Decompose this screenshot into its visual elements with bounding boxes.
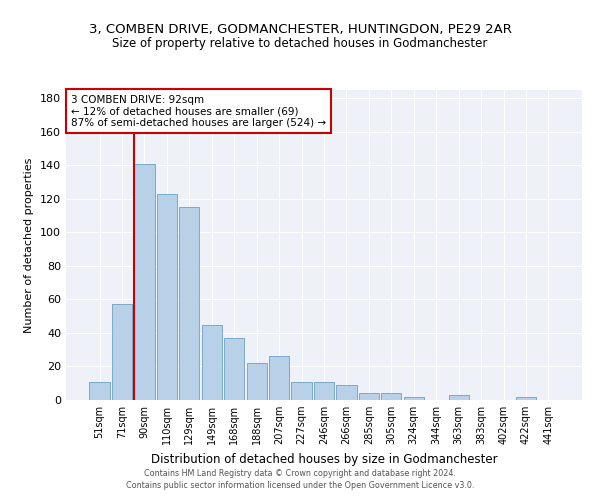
Bar: [314, 382, 334, 400]
Bar: [381, 394, 401, 400]
Bar: [224, 338, 244, 400]
Text: Contains HM Land Registry data © Crown copyright and database right 2024.
Contai: Contains HM Land Registry data © Crown c…: [126, 468, 474, 490]
Bar: [269, 356, 289, 400]
Bar: [516, 396, 536, 400]
Bar: [179, 208, 199, 400]
Bar: [449, 395, 469, 400]
Bar: [247, 363, 267, 400]
Bar: [157, 194, 177, 400]
X-axis label: Distribution of detached houses by size in Godmanchester: Distribution of detached houses by size …: [151, 452, 497, 466]
Y-axis label: Number of detached properties: Number of detached properties: [25, 158, 34, 332]
Bar: [337, 385, 356, 400]
Text: 3 COMBEN DRIVE: 92sqm
← 12% of detached houses are smaller (69)
87% of semi-deta: 3 COMBEN DRIVE: 92sqm ← 12% of detached …: [71, 94, 326, 128]
Bar: [359, 394, 379, 400]
Bar: [89, 382, 110, 400]
Bar: [404, 396, 424, 400]
Bar: [112, 304, 132, 400]
Bar: [292, 382, 311, 400]
Text: Size of property relative to detached houses in Godmanchester: Size of property relative to detached ho…: [112, 38, 488, 51]
Bar: [202, 324, 222, 400]
Text: 3, COMBEN DRIVE, GODMANCHESTER, HUNTINGDON, PE29 2AR: 3, COMBEN DRIVE, GODMANCHESTER, HUNTINGD…: [89, 22, 511, 36]
Bar: [134, 164, 155, 400]
